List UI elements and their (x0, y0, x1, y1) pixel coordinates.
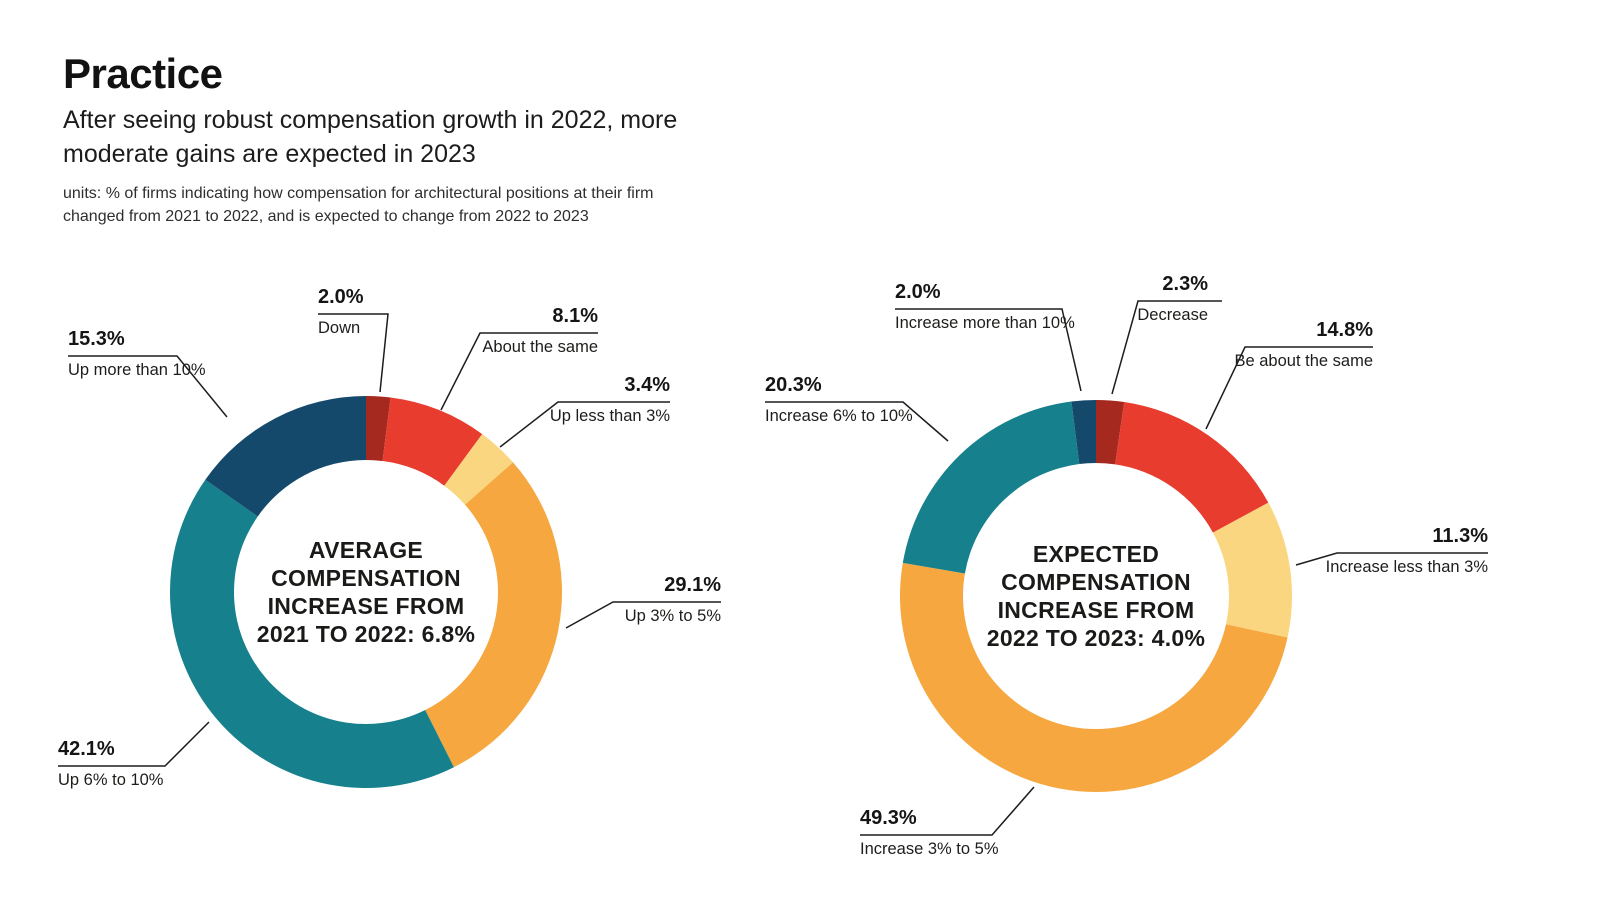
expected-compensation-2022-2023-center-line-1: EXPECTED (1032, 541, 1160, 567)
average-compensation-2021-2022-center-line-1: AVERAGE (308, 537, 424, 563)
average-compensation-2021-2022-value-up-more-than-10: 15.3% (68, 328, 125, 350)
expected-compensation-2022-2023-value-increase-less-than-3: 11.3% (1432, 525, 1488, 547)
expected-compensation-2022-2023-label-increase-more-than-10: Increase more than 10% (895, 314, 1075, 332)
average-compensation-2021-2022-value-up-6-to-10: 42.1% (58, 738, 115, 760)
average-compensation-2021-2022-center-line-4: 2021 TO 2022: 6.8% (256, 621, 476, 647)
average-compensation-2021-2022-value-up-3-to-5: 29.1% (664, 574, 721, 596)
expected-compensation-2022-2023-value-increase-3-to-5: 49.3% (860, 807, 917, 829)
average-compensation-2021-2022-center-label: AVERAGE COMPENSATION INCREASE FROM 2021 TO … (196, 536, 536, 648)
expected-compensation-2022-2023-label-increase-6-to-10: Increase 6% to 10% (765, 407, 913, 425)
expected-compensation-2022-2023-label-decrease: Decrease (1137, 306, 1208, 324)
average-compensation-2021-2022-label-up-6-to-10: Up 6% to 10% (58, 771, 164, 789)
average-compensation-2021-2022-value-up-less-than-3: 3.4% (624, 374, 670, 396)
average-compensation-2021-2022-center-line-2: COMPENSATION (271, 565, 461, 591)
expected-compensation-2022-2023-center-line-3: INCREASE FROM (997, 597, 1195, 623)
expected-compensation-2022-2023-value-increase-6-to-10: 20.3% (765, 374, 822, 396)
expected-compensation-2022-2023-value-decrease: 2.3% (1162, 273, 1208, 295)
page-subtitle-line-1: After seeing robust compensation growth … (63, 106, 678, 134)
page-subtitle: After seeing robust compensation growth … (63, 103, 677, 171)
average-compensation-2021-2022-label-about-the-same: About the same (482, 338, 598, 356)
page-subtitle-line-2: moderate gains are expected in 2023 (63, 140, 476, 168)
expected-compensation-2022-2023-center-line-4: 2022 TO 2023: 4.0% (986, 625, 1206, 651)
average-compensation-2021-2022-value-about-the-same: 8.1% (552, 305, 598, 327)
expected-compensation-2022-2023-center-line-2: COMPENSATION (1001, 569, 1191, 595)
expected-compensation-2022-2023-value-be-about-the-same: 14.8% (1316, 319, 1373, 341)
page-title: Practice (63, 50, 223, 97)
average-compensation-2021-2022-label-up-3-to-5: Up 3% to 5% (624, 607, 721, 625)
expected-compensation-2022-2023-label-increase-less-than-3: Increase less than 3% (1325, 558, 1488, 576)
average-compensation-2021-2022-label-up-more-than-10: Up more than 10% (68, 361, 206, 379)
expected-compensation-2022-2023-label-increase-3-to-5: Increase 3% to 5% (860, 840, 999, 858)
expected-compensation-2022-2023-center-label: EXPECTED COMPENSATION INCREASE FROM 2022 TO… (926, 540, 1266, 652)
expected-compensation-2022-2023-value-increase-more-than-10: 2.0% (895, 281, 941, 303)
average-compensation-2021-2022-value-down: 2.0% (318, 286, 364, 308)
units-note-line-1: units: % of firms indicating how compens… (63, 185, 654, 202)
units-note: units: % of firms indicating how compens… (63, 182, 653, 228)
average-compensation-2021-2022-center-line-3: INCREASE FROM (267, 593, 465, 619)
units-note-line-2: changed from 2021 to 2022, and is expect… (63, 208, 589, 225)
average-compensation-2021-2022-label-up-less-than-3: Up less than 3% (549, 407, 670, 425)
average-compensation-2021-2022-label-down: Down (318, 319, 361, 337)
expected-compensation-2022-2023-label-be-about-the-same: Be about the same (1234, 352, 1373, 370)
